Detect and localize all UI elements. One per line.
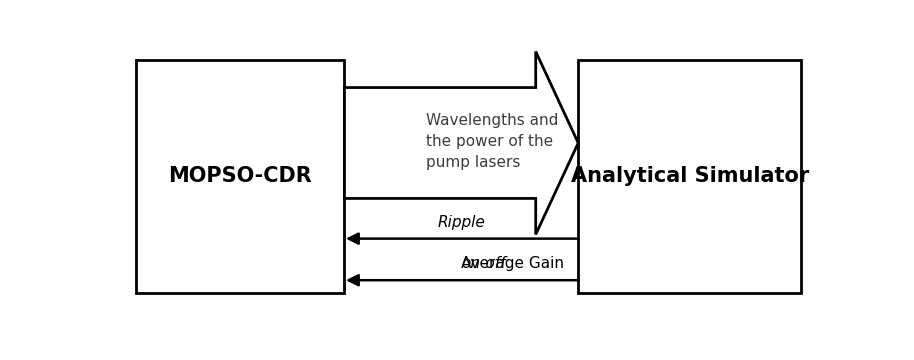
Text: Ripple: Ripple xyxy=(438,215,485,230)
Polygon shape xyxy=(345,51,579,234)
Text: MOPSO-CDR: MOPSO-CDR xyxy=(168,166,313,186)
FancyBboxPatch shape xyxy=(579,60,802,293)
FancyBboxPatch shape xyxy=(135,60,345,293)
Text: Wavelengths and
the power of the
pump lasers: Wavelengths and the power of the pump la… xyxy=(426,113,558,170)
Text: on-off: on-off xyxy=(462,256,506,270)
Text: Average Gain: Average Gain xyxy=(461,256,569,270)
Text: Analytical Simulator: Analytical Simulator xyxy=(571,166,809,186)
